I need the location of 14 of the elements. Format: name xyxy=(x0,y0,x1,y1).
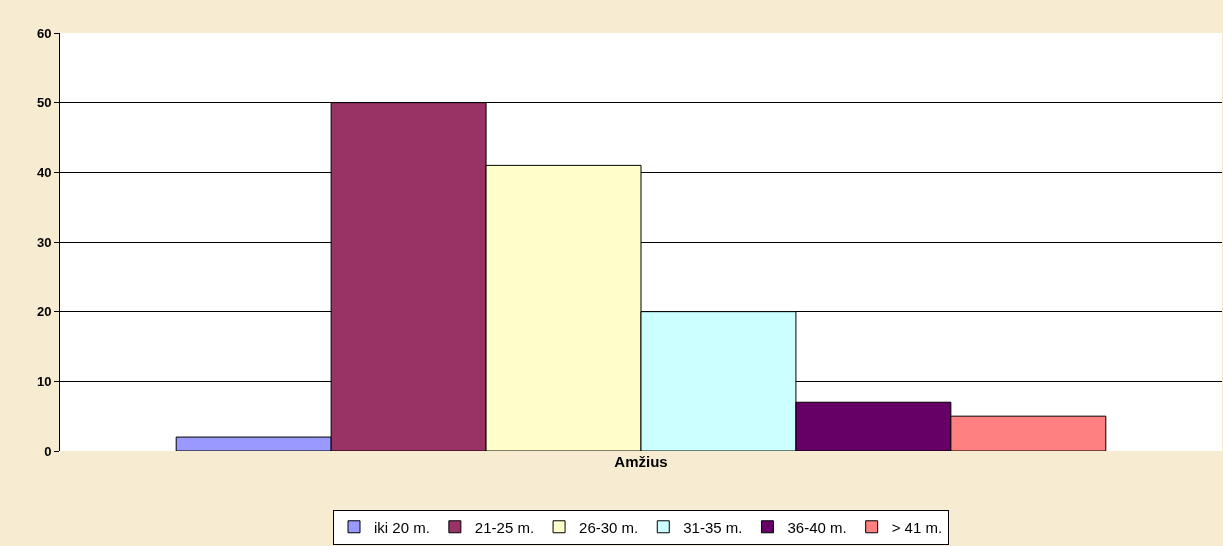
y-tick-label: 30 xyxy=(36,234,52,250)
y-tick-label: 60 xyxy=(36,25,52,41)
legend-label: > 41 m. xyxy=(891,518,943,536)
y-tick-label: 10 xyxy=(36,373,52,389)
y-tick-label: 40 xyxy=(36,164,52,180)
legend-label: 36-40 m. xyxy=(787,518,847,536)
legend-label: 26-30 m. xyxy=(579,518,639,536)
y-tick-label: 0 xyxy=(44,443,52,459)
legend-label: 31-35 m. xyxy=(683,518,743,536)
legend-label: 21-25 m. xyxy=(474,518,535,536)
y-tick-label: 20 xyxy=(36,304,52,320)
legend-label: iki 20 m. xyxy=(374,518,430,536)
y-tick-label: 50 xyxy=(36,95,52,111)
x-tick-label: Amžius xyxy=(614,453,668,470)
